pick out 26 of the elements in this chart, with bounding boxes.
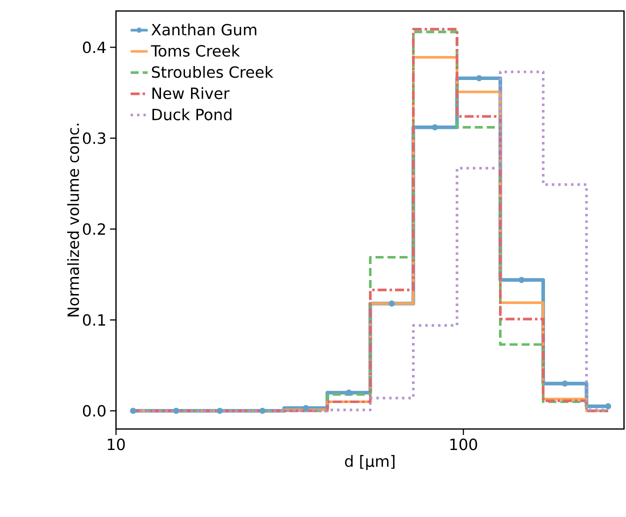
point	[216, 408, 223, 414]
legend-label: Xanthan Gum	[151, 24, 256, 36]
legend-label: Toms Creek	[150, 44, 240, 57]
point	[605, 403, 612, 410]
y-tick-label: 0.3	[82, 132, 106, 144]
x-axis-title: d [µm]	[345, 455, 394, 470]
y-tick-label: 0.2	[82, 223, 105, 235]
point	[388, 300, 395, 307]
point	[302, 405, 309, 412]
point	[476, 75, 482, 82]
y-tick-label: 0.4	[82, 42, 106, 54]
point	[130, 408, 136, 414]
y-axis-title: Normalized volume conc.	[67, 124, 80, 316]
y-tick-label: 0.0	[82, 404, 106, 417]
legend-label: New River	[152, 87, 230, 100]
x-tick-label: 10	[108, 438, 125, 450]
point	[432, 124, 438, 130]
point	[259, 408, 266, 414]
x-tick-label: 100	[450, 438, 478, 450]
point	[562, 380, 568, 387]
y-tick-label: 0.1	[82, 314, 106, 326]
point	[518, 276, 525, 284]
legend-label: Stroubles Creek	[152, 66, 274, 78]
point	[346, 390, 352, 396]
point	[173, 408, 180, 414]
legend-label: Duck Pond	[152, 108, 232, 120]
